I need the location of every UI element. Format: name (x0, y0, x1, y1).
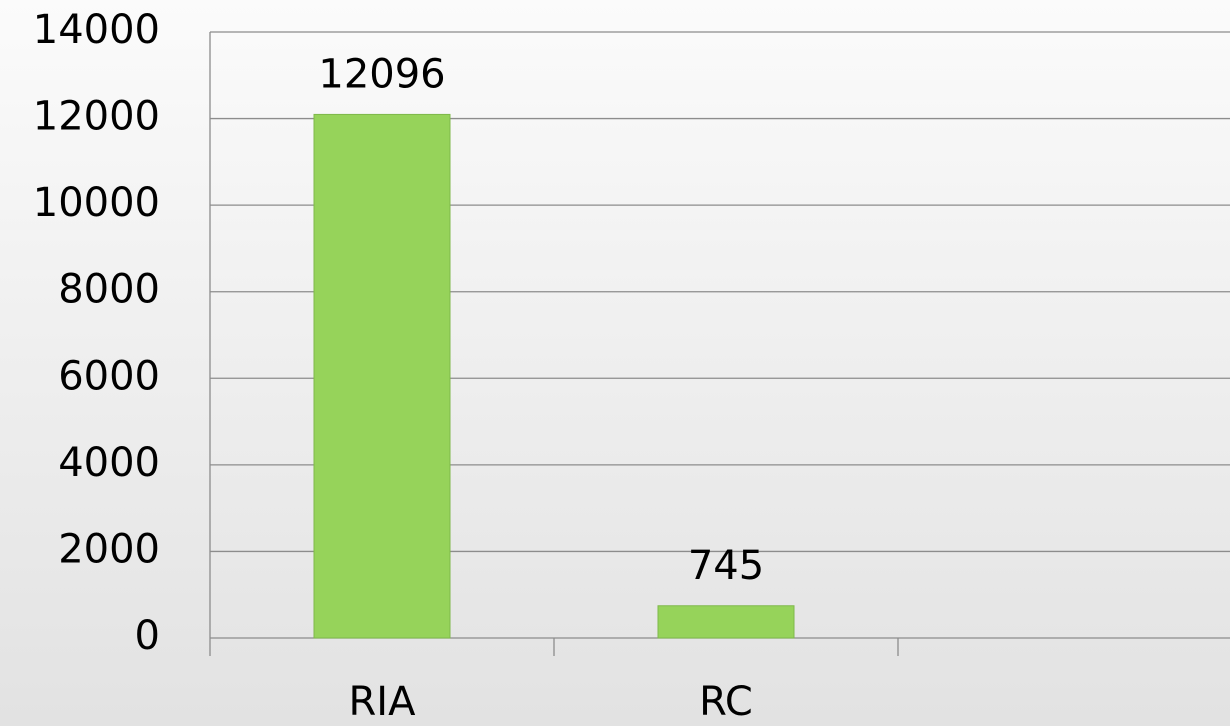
y-tick-label: 8000 (58, 267, 160, 313)
y-tick-label: 10000 (33, 180, 160, 226)
bar (313, 113, 451, 639)
bar (657, 605, 795, 639)
value-label: 12096 (318, 51, 445, 97)
y-tick-label: 0 (135, 613, 160, 659)
x-tick-label: RIA (349, 679, 417, 725)
y-tick-label: 4000 (58, 440, 160, 486)
x-tick-label: RC (699, 679, 753, 725)
y-tick-label: 12000 (33, 94, 160, 140)
y-tick-label: 14000 (33, 7, 160, 53)
y-tick-label: 2000 (58, 526, 160, 572)
y-tick-label: 6000 (58, 353, 160, 399)
value-label: 745 (688, 543, 764, 589)
